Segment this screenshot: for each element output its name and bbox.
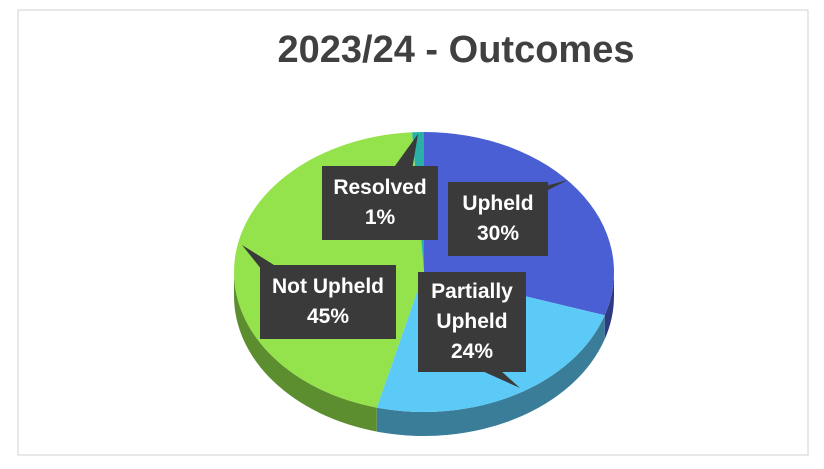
- callout-pointer: [392, 134, 418, 170]
- data-label-value: 45%: [306, 305, 350, 328]
- slice-side: [604, 272, 614, 340]
- data-label-name: Upheld: [462, 192, 534, 215]
- data-label-name: Not Upheld: [272, 275, 384, 298]
- data-label: Partially Upheld 24%: [418, 272, 526, 372]
- data-label: Upheld 30%: [448, 182, 548, 256]
- callout-pointer: [480, 370, 520, 388]
- callout-pointer: [242, 245, 282, 270]
- data-label-name: Resolved: [333, 176, 427, 199]
- slice-side: [234, 272, 377, 432]
- data-label-name: Partially Upheld: [431, 280, 513, 333]
- data-label: Resolved 1%: [322, 166, 438, 240]
- slice-side: [376, 315, 605, 437]
- data-label-value: 30%: [476, 222, 520, 245]
- data-label: Not Upheld 45%: [260, 265, 396, 339]
- data-label-value: 24%: [450, 340, 494, 363]
- chart-title: 2023/24 - Outcomes: [278, 29, 635, 71]
- data-label-value: 1%: [364, 206, 396, 229]
